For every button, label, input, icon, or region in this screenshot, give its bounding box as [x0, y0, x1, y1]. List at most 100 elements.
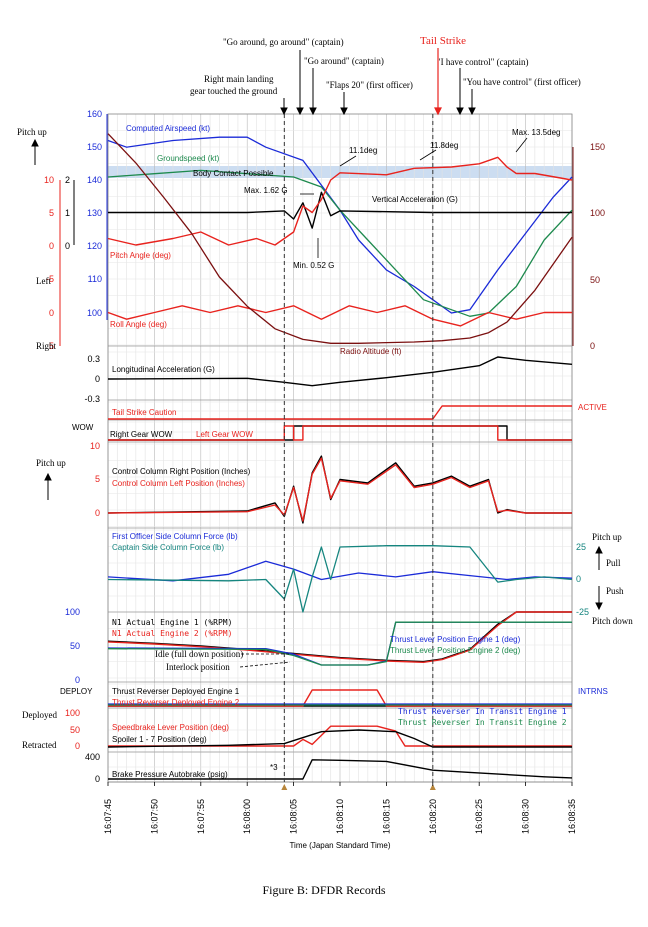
dfdr-figure: 16:07:45 16:07:50 16:07:55 16:08:00 16:08:05… — [17, 35, 633, 850]
x-axis-ticks: 16:07:45 16:07:50 16:07:55 16:08:00 16:08:05… — [103, 782, 577, 834]
axis-tick-label: 2 — [65, 175, 70, 185]
annotation-i-have-control: "I have control" (captain) — [437, 57, 529, 67]
axis-tick-label: 100 — [65, 607, 80, 617]
engine-annotation-pointers — [239, 653, 291, 668]
label-left: Left — [36, 276, 51, 286]
axis-tick-label: 5 — [49, 341, 54, 351]
label-deployed: Deployed — [22, 710, 57, 720]
series-label: Thrust Lever Position Engine 1 (deg) — [390, 635, 521, 644]
axis-tick-label: 0 — [75, 741, 80, 751]
label-pitch-up-1: Pitch up — [17, 127, 47, 137]
series-label: Control Column Right Position (Inches) — [112, 467, 251, 476]
annotation-gear-touch-1: Right main landing — [204, 74, 274, 84]
axis-tick-label: 130 — [87, 208, 102, 218]
x-axis-label: Time (Japan Standard Time) — [289, 841, 390, 850]
annotation-arrows — [280, 50, 476, 116]
series-line — [107, 457, 572, 522]
series-label: Thrust Reverser Deployed Engine 1 — [112, 687, 240, 696]
series-line — [108, 689, 572, 707]
left-label-wow: WOW — [72, 423, 94, 432]
axis-tick-label: 0 — [65, 241, 70, 251]
axis-tick-label: 5 — [49, 208, 54, 218]
axis-tick-label: 50 — [70, 725, 80, 735]
axis-tick-label: 0 — [576, 574, 581, 584]
series-line — [107, 136, 573, 314]
tail-strike-arrow — [434, 48, 442, 116]
left-axes-panel-1 — [59, 114, 574, 346]
left-label-deploy: DEPLOY — [60, 687, 93, 696]
event-lines — [281, 114, 436, 790]
axis-tick-label: 150 — [590, 142, 605, 152]
series-label: Left Gear WOW — [196, 430, 253, 439]
right-label-intrns: INTRNS — [578, 687, 608, 696]
axis-tick-label: 0 — [49, 308, 54, 318]
label-push: Push — [606, 586, 624, 596]
series-label: Tail Strike Caution — [112, 408, 176, 417]
series-label: Computed Airspeed (kt) — [126, 124, 210, 133]
axis-tick-label: 0 — [49, 241, 54, 251]
axis-tick-label: 150 — [87, 142, 102, 152]
event-marker — [429, 784, 436, 790]
axis-tick-label: -5 — [46, 274, 54, 284]
annotation-you-have-control: "You have control" (first officer) — [463, 77, 581, 87]
axis-tick-label: 100 — [590, 208, 605, 218]
series-line — [107, 169, 573, 317]
axis-tick-label: 1 — [65, 208, 70, 218]
series-line — [107, 156, 573, 246]
series-line — [108, 191, 572, 229]
annotation-tail-strike: Tail Strike — [420, 35, 466, 47]
axis-tick-label: 0 — [75, 675, 80, 685]
x-tick-label: 16:07:50 — [149, 799, 159, 834]
series-label: First Officer Side Column Force (lb) — [112, 532, 238, 541]
axis-tick-label: 25 — [576, 542, 586, 552]
series-label: Longitudinal Acceleration (G) — [112, 365, 215, 374]
label-pull: Pull — [606, 558, 621, 568]
annotation-max-g: Max. 1.62 G — [244, 186, 288, 195]
brake-footnote: *3 — [270, 763, 278, 772]
series-label: Vertical Acceleration (G) — [372, 195, 458, 204]
series-line — [107, 305, 572, 327]
series-label: Groundspeed (kt) — [157, 154, 220, 163]
series-label: Radio Altitude (ft) — [340, 347, 402, 356]
axis-tick-label: 120 — [87, 241, 102, 251]
annotation-go-around: "Go around" (captain) — [304, 56, 384, 66]
axis-tick-label: 140 — [87, 175, 102, 185]
axis-tick-label: 10 — [44, 175, 54, 185]
series-label: Thrust Reverser In Transit Engine 2 — [398, 718, 567, 727]
axis-tick-label: 400 — [85, 752, 100, 762]
axis-tick-label: 10 — [90, 441, 100, 451]
x-tick-label: 16:07:55 — [196, 799, 206, 834]
axis-tick-label: 100 — [87, 308, 102, 318]
axis-tick-label: 100 — [65, 708, 80, 718]
series-label: Thrust Reverser In Transit Engine 1 — [398, 707, 567, 716]
series-line — [107, 356, 573, 387]
x-tick-label: 16:08:35 — [567, 799, 577, 834]
x-tick-label: 16:08:25 — [474, 799, 484, 834]
figure-caption: Figure B: DFDR Records — [262, 883, 386, 897]
annotation-pitch-11-1: 11.1deg — [349, 146, 377, 155]
axis-labels: 1601501401301201101002101050-50515010050… — [44, 109, 605, 784]
band-label: Body Contact Possible — [193, 169, 274, 178]
axis-tick-label: 0 — [95, 508, 100, 518]
label-right: Right — [36, 341, 57, 351]
annotation-go-around-captain: "Go around, go around" (captain) — [223, 37, 344, 47]
series-label: Thrust Lever Position Engine 2 (deg) — [390, 646, 521, 655]
x-tick-label: 16:07:45 — [103, 799, 113, 834]
series-line — [108, 725, 572, 747]
series-line — [108, 759, 573, 780]
event-marker — [281, 784, 288, 790]
series-label: Spoiler 1 - 7 Position (deg) — [112, 735, 207, 744]
axis-tick-label: 0 — [95, 374, 100, 384]
side-arrows — [31, 138, 603, 611]
series-label: Roll Angle (deg) — [110, 320, 167, 329]
series-line — [107, 133, 573, 344]
series-line — [108, 405, 572, 420]
axis-tick-label: 0 — [590, 341, 595, 351]
annotation-min-g: Min. 0.52 G — [293, 261, 334, 270]
axis-tick-label: -25 — [576, 607, 589, 617]
label-pitch-down: Pitch down — [592, 616, 633, 626]
axis-tick-label: 160 — [87, 109, 102, 119]
series-line — [107, 545, 573, 613]
series-label: Thrust Reverser Deployed Engine 2 — [112, 698, 240, 707]
x-tick-label: 16:08:15 — [381, 799, 391, 834]
